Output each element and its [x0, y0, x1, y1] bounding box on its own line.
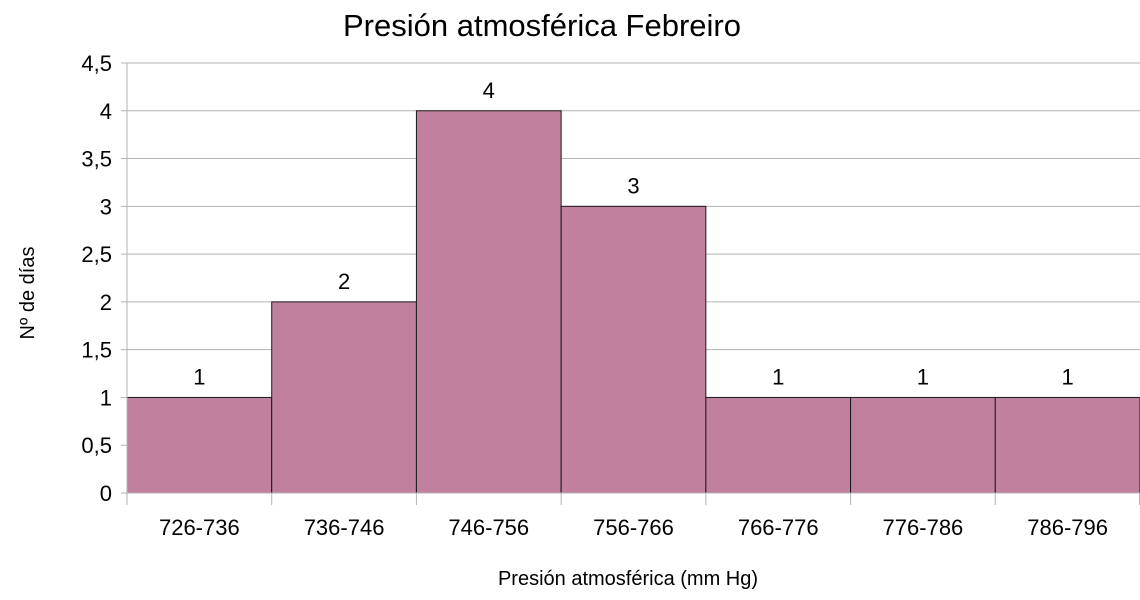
y-tick-label: 3,5 — [81, 147, 112, 172]
data-label: 1 — [193, 364, 205, 389]
bar-776-786 — [850, 396, 996, 494]
y-axis-title: Nº de días — [17, 247, 39, 340]
y-tick-label: 2,5 — [81, 242, 112, 267]
y-tick-label: 0,5 — [81, 433, 112, 458]
x-tick-label: 736-746 — [304, 515, 385, 540]
x-tick-label: 786-796 — [1027, 515, 1108, 540]
y-tick-label: 4 — [100, 99, 112, 124]
y-tick-label: 4,5 — [81, 51, 112, 76]
x-tick-label: 746-756 — [448, 515, 529, 540]
bar-766-776 — [705, 396, 852, 494]
x-axis-title: Presión atmosférica (mm Hg) — [498, 568, 758, 590]
bar-786-796 — [994, 396, 1140, 494]
y-tick-label: 1 — [100, 385, 112, 410]
data-label: 4 — [483, 78, 495, 103]
bar-746-756 — [415, 110, 562, 494]
data-label: 2 — [338, 269, 350, 294]
y-tick-label: 1,5 — [81, 338, 112, 363]
x-tick-label: 756-766 — [593, 515, 674, 540]
data-label: 1 — [917, 364, 929, 389]
bar-726-736 — [126, 396, 273, 494]
x-tick-label: 776-786 — [883, 515, 964, 540]
x-tick-label: 726-736 — [159, 515, 240, 540]
bar-736-746 — [271, 301, 417, 494]
chart-title: Presión atmosférica Febreiro — [343, 8, 741, 43]
data-label: 3 — [627, 173, 639, 198]
bars — [126, 110, 1140, 494]
y-tick-label: 3 — [100, 194, 112, 219]
data-label: 1 — [772, 364, 784, 389]
data-label: 1 — [1062, 364, 1074, 389]
bar-756-766 — [560, 205, 707, 494]
axes — [121, 62, 1140, 505]
y-tick-label: 0 — [100, 481, 112, 506]
labels: 0 0,5 1 1,5 2 2,5 3 3,5 4 4,5 1 726-736 2 736-746 4 746… — [81, 51, 1108, 540]
y-tick-label: 2 — [100, 290, 112, 315]
x-tick-label: 766-776 — [738, 515, 819, 540]
